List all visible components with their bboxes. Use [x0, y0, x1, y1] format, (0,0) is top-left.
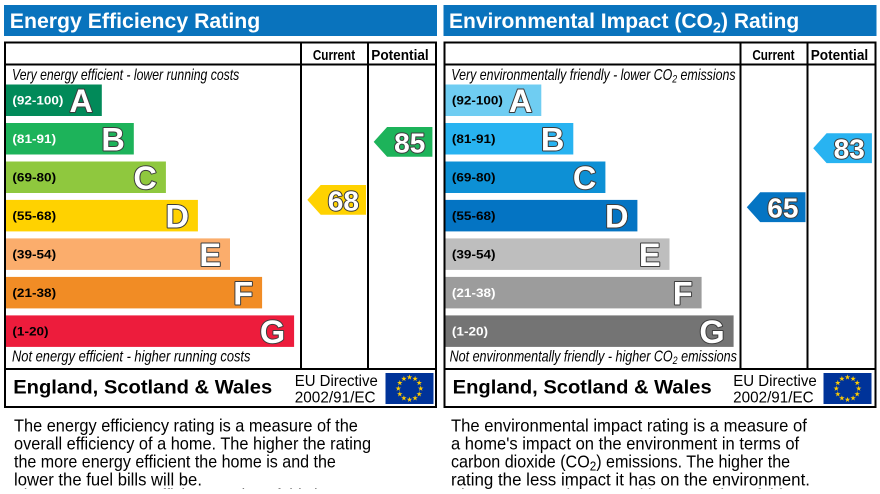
svg-text:Not energy efficient - higher: Not energy efficient - higher running co… [12, 348, 250, 365]
svg-text:(1-20): (1-20) [452, 325, 488, 338]
svg-text:Very energy efficient - lower: Very energy efficient - lower running co… [12, 66, 239, 84]
svg-text:2002/91/EC: 2002/91/EC [733, 389, 813, 406]
svg-text:(69-80): (69-80) [12, 171, 56, 184]
svg-text:(81-91): (81-91) [12, 133, 56, 146]
svg-text:F: F [673, 275, 693, 311]
svg-text:a home's impact on the environ: a home's impact on the environment in te… [451, 434, 799, 453]
svg-text:EU Directive: EU Directive [733, 373, 816, 390]
svg-text:E: E [199, 237, 221, 273]
svg-text:EU Directive: EU Directive [295, 373, 378, 390]
svg-text:F: F [233, 275, 253, 311]
svg-text:Very environmentally friendly: Very environmentally friendly - lower CO… [451, 66, 735, 86]
svg-text:Current: Current [752, 47, 795, 64]
svg-text:England, Scotland & Wales: England, Scotland & Wales [453, 377, 712, 399]
svg-text:the more energy efficient the: the more energy efficient the home is an… [14, 452, 336, 472]
svg-text:(39-54): (39-54) [12, 248, 56, 261]
svg-text:England, Scotland & Wales: England, Scotland & Wales [13, 377, 272, 399]
svg-text:(1-20): (1-20) [12, 325, 48, 338]
svg-text:E: E [639, 237, 661, 273]
svg-text:(39-54): (39-54) [452, 248, 496, 261]
svg-text:B: B [101, 121, 124, 157]
svg-text:Potential: Potential [371, 47, 428, 64]
svg-text:A: A [69, 83, 92, 119]
svg-text:Current: Current [313, 47, 356, 64]
svg-text:Potential: Potential [811, 47, 868, 64]
svg-text:The energy efficiency rating i: The energy efficiency rating is a measur… [14, 416, 358, 435]
svg-text:The environmental impact ratin: The environmental impact rating is a mea… [451, 416, 807, 435]
svg-text:(55-68): (55-68) [12, 210, 56, 223]
svg-text:D: D [605, 198, 628, 234]
svg-text:83: 83 [834, 134, 865, 165]
svg-text:68: 68 [328, 185, 359, 216]
svg-text:rating the less impact it has: rating the less impact it has on the env… [451, 470, 810, 489]
svg-text:overall efficiency of a home.: overall efficiency of a home. The higher… [14, 434, 371, 453]
svg-text:(21-38): (21-38) [452, 287, 496, 300]
svg-text:C: C [133, 160, 156, 196]
svg-text:Environmental Impact (CO2​) Ra: Environmental Impact (CO2​) Rating [449, 9, 799, 37]
svg-text:D: D [165, 198, 188, 234]
svg-text:carbon dioxide (CO2​) emission: carbon dioxide (CO2​) emissions. The hig… [451, 452, 790, 474]
svg-text:(55-68): (55-68) [452, 210, 496, 223]
svg-text:(92-100): (92-100) [452, 94, 503, 107]
svg-text:2002/91/EC: 2002/91/EC [295, 389, 376, 406]
svg-text:G: G [699, 314, 724, 350]
svg-text:G: G [260, 314, 285, 350]
svg-text:A: A [509, 83, 532, 119]
svg-text:B: B [541, 121, 564, 157]
svg-text:Energy Efficiency Rating: Energy Efficiency Rating [10, 9, 260, 33]
svg-text:(21-38): (21-38) [12, 287, 56, 300]
svg-text:Not environmentally friendly -: Not environmentally friendly - higher CO… [450, 347, 737, 367]
svg-text:(92-100): (92-100) [12, 94, 63, 107]
svg-text:lower the fuel bills will be.: lower the fuel bills will be. [14, 470, 202, 489]
svg-text:C: C [573, 160, 596, 196]
svg-text:85: 85 [394, 127, 425, 158]
svg-text:65: 65 [767, 193, 798, 224]
svg-text:(81-91): (81-91) [452, 133, 496, 146]
svg-text:(69-80): (69-80) [452, 171, 496, 184]
